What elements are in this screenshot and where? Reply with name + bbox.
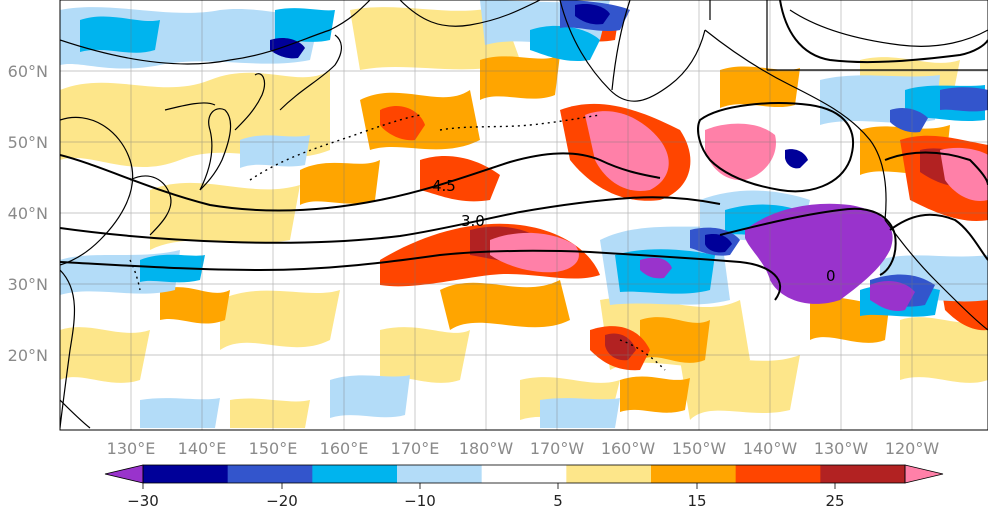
colorbar-segment [227,465,313,483]
colorbar-segments [105,465,943,483]
contour-north [779,0,988,64]
lon-label: 160°W [601,439,656,458]
very-strong-negative-anomaly [270,4,808,253]
colorbar-segment [143,465,229,483]
contour-label-group: 4.5 3.0 0 [432,177,836,285]
colorbar-segment [312,465,398,483]
latitude-labels: 60°N 50°N 40°N 30°N 20°N [8,62,48,365]
contour-lines [60,0,988,301]
colorbar-segment [566,465,652,483]
lon-label: 160°E [320,439,369,458]
colorbar-tick-label: 5 [553,492,563,510]
gridlines [60,0,988,430]
lat-label-50n: 50°N [8,133,48,152]
lon-label: 120°W [885,439,940,458]
lon-label: 140°W [743,439,798,458]
lon-label: 170°E [391,439,440,458]
contour-loop-east [719,207,897,276]
contour-east-lower [889,213,988,261]
map-panel: 4.5 3.0 0 [60,0,988,430]
colorbar-segment [397,465,483,483]
colorbar-upper-extension [905,465,943,483]
coastlines [60,0,988,429]
lon-label: 150°E [249,439,298,458]
contour-east-edge [884,151,988,186]
colorbar-ticks [142,483,836,489]
contour-loop-ne [697,102,855,193]
colorbar-tick-label: −30 [127,492,159,510]
colorbar-tick-label: −10 [404,492,436,510]
contour-label-0: 0 [826,267,836,285]
island-chains [129,114,666,371]
map-frame [59,0,988,431]
lat-label-30n: 30°N [8,275,48,294]
lon-label: 180°W [459,439,514,458]
contour-3-0 [60,196,721,244]
lat-label-40n: 40°N [8,204,48,223]
lon-label: 130°E [107,439,156,458]
longitude-labels: 130°E 140°E 150°E 160°E 170°E 180°W 170°… [107,439,940,458]
lon-label: 140°E [178,439,227,458]
contour-lower [60,249,782,301]
lon-label: 170°W [530,439,585,458]
colorbar-segment [651,465,737,483]
contour-label-4-5: 4.5 [432,177,456,195]
lat-label-60n: 60°N [8,62,48,81]
extreme-negative-anomaly [640,203,915,311]
colorbar-lower-extension [105,465,143,483]
lon-label: 130°W [814,439,869,458]
contour-4-5 [60,152,661,212]
colorbar-tick-label: 25 [825,492,844,510]
lat-label-20n: 20°N [8,346,48,365]
colorbar-tick-label: 15 [687,492,706,510]
colorbar: −30 −20 −10 5 15 25 [104,464,944,510]
contour-label-3-0: 3.0 [461,212,485,230]
colorbar-tick-label: −20 [266,492,298,510]
colorbar-segment [481,465,567,483]
colorbar-segment [735,465,821,483]
lon-label: 150°W [672,439,727,458]
colorbar-outline [142,464,906,484]
colorbar-segment [820,465,906,483]
